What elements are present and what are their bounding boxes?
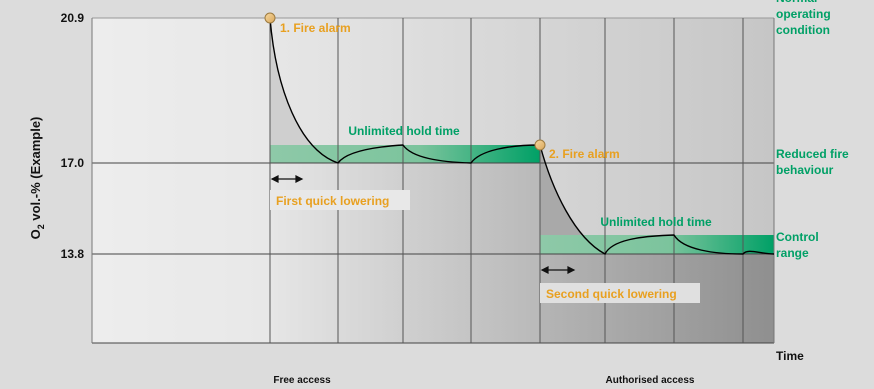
y-tick-label: 13.8 <box>61 247 85 261</box>
second-lowering-arrow <box>540 266 576 274</box>
second-lowering-label-box <box>540 283 700 303</box>
horizontal-gridlines <box>92 17 774 344</box>
fire-alarm-2-label: 2. Fire alarm <box>549 147 620 161</box>
plot-left-region <box>92 18 270 343</box>
hold-time-label-2: Unlimited hold time <box>600 215 712 229</box>
fire-alarm-2-marker <box>534 139 546 151</box>
x-axis-title: Time <box>776 349 804 363</box>
first-lowering-arrow <box>270 175 304 183</box>
zone-label-normal: Normal operating condition <box>776 0 834 37</box>
second-lowering-label: Second quick lowering <box>546 287 677 301</box>
hold-band-2 <box>540 235 774 254</box>
zone-label-control: Control range <box>776 230 822 260</box>
fill-under-drop-1 <box>270 18 338 163</box>
y-axis-title: O2 vol.-% (Example) <box>28 117 46 240</box>
zone-label-reduced: Reduced fire behaviour <box>776 147 852 177</box>
first-lowering-label: First quick lowering <box>276 194 389 208</box>
fill-under-drop-2 <box>540 145 605 254</box>
hold-time-label-1: Unlimited hold time <box>348 124 460 138</box>
fire-alarm-1-label: 1. Fire alarm <box>280 21 351 35</box>
y-tick-labels: 20.9 17.0 13.8 <box>61 11 85 261</box>
y-tick-label: 20.9 <box>61 11 85 25</box>
fire-alarm-1-marker <box>264 12 276 24</box>
first-lowering-label-box <box>270 190 410 210</box>
section-label-free-access: Free access <box>273 375 331 386</box>
y-tick-label: 17.0 <box>61 156 85 170</box>
section-label-authorised-access: Authorised access <box>606 375 695 386</box>
